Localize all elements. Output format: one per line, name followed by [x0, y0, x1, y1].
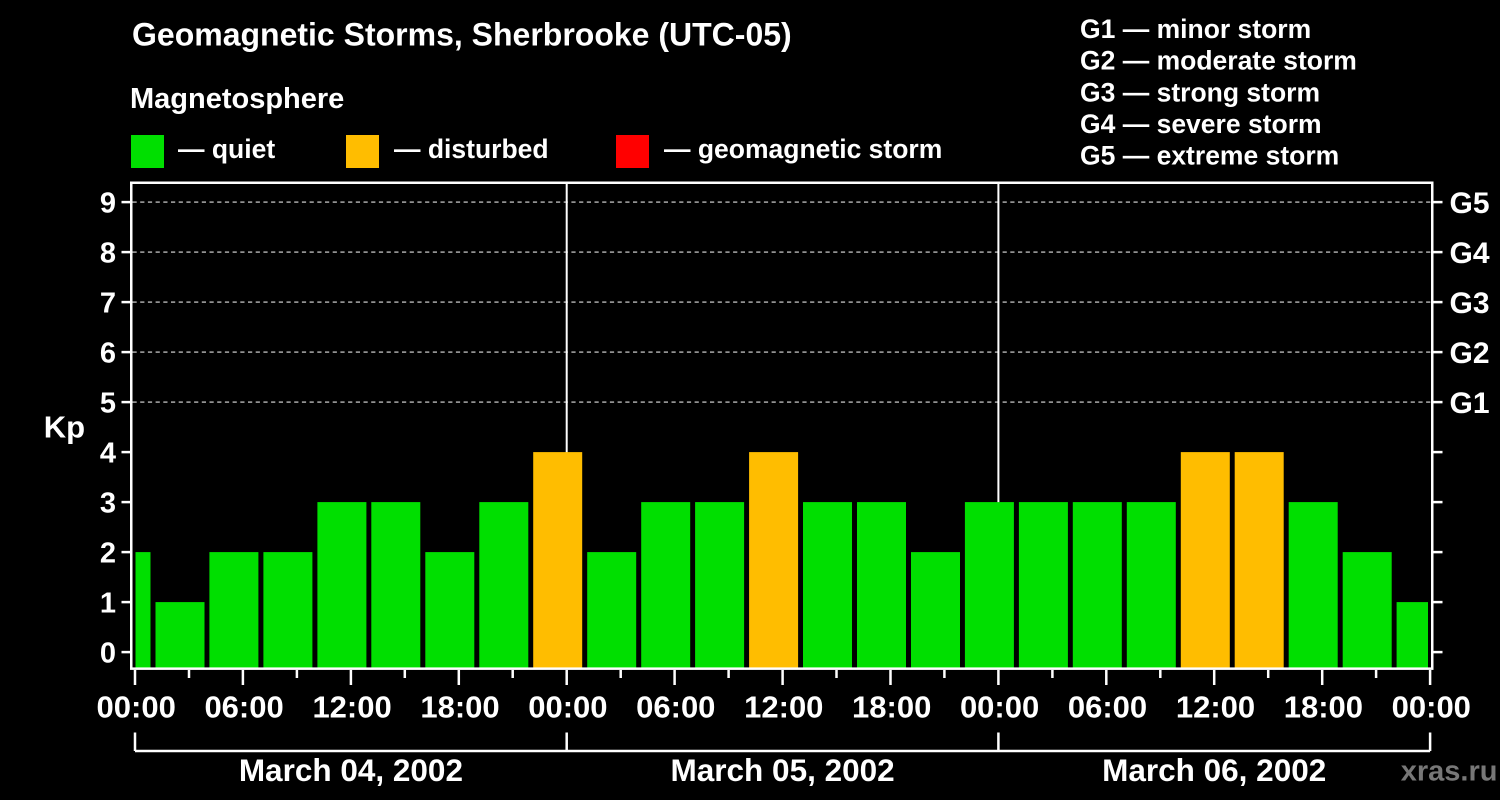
- svg-text:G5: G5: [1450, 187, 1490, 220]
- svg-text:— disturbed: — disturbed: [394, 134, 549, 164]
- svg-text:G5 — extreme storm: G5 — extreme storm: [1080, 141, 1339, 171]
- svg-text:06:00: 06:00: [636, 690, 715, 725]
- svg-text:00:00: 00:00: [528, 690, 607, 725]
- svg-text:March 05, 2002: March 05, 2002: [671, 752, 895, 788]
- svg-text:3: 3: [100, 487, 116, 519]
- svg-text:18:00: 18:00: [1284, 690, 1363, 725]
- svg-text:12:00: 12:00: [1176, 690, 1255, 725]
- svg-text:March 04, 2002: March 04, 2002: [239, 752, 463, 788]
- svg-text:8: 8: [100, 237, 116, 269]
- svg-text:Magnetosphere: Magnetosphere: [130, 83, 344, 115]
- svg-text:Geomagnetic Storms, Sherbrooke: Geomagnetic Storms, Sherbrooke (UTC-05): [132, 17, 792, 53]
- svg-text:7: 7: [100, 287, 116, 319]
- svg-text:06:00: 06:00: [1068, 690, 1147, 725]
- svg-text:00:00: 00:00: [97, 690, 176, 725]
- svg-text:xras.ru: xras.ru: [1401, 756, 1498, 788]
- svg-text:18:00: 18:00: [420, 690, 499, 725]
- svg-text:Kp: Kp: [44, 410, 85, 445]
- svg-text:2: 2: [100, 537, 116, 569]
- svg-text:5: 5: [100, 387, 116, 419]
- svg-text:March 06, 2002: March 06, 2002: [1102, 752, 1326, 788]
- svg-text:00:00: 00:00: [960, 690, 1039, 725]
- svg-text:— quiet: — quiet: [178, 134, 275, 164]
- svg-text:12:00: 12:00: [744, 690, 823, 725]
- svg-text:12:00: 12:00: [312, 690, 391, 725]
- svg-text:G4 — severe storm: G4 — severe storm: [1080, 109, 1322, 139]
- svg-text:G3 — strong storm: G3 — strong storm: [1080, 77, 1320, 107]
- svg-text:00:00: 00:00: [1392, 690, 1471, 725]
- svg-text:4: 4: [100, 437, 116, 469]
- svg-text:9: 9: [100, 187, 116, 219]
- svg-text:G2: G2: [1450, 337, 1490, 370]
- svg-text:6: 6: [100, 337, 116, 369]
- svg-text:0: 0: [100, 637, 116, 669]
- svg-text:G4: G4: [1450, 237, 1490, 270]
- svg-text:G1: G1: [1450, 387, 1490, 420]
- svg-text:— geomagnetic storm: — geomagnetic storm: [664, 134, 942, 164]
- svg-text:G2 — moderate storm: G2 — moderate storm: [1080, 46, 1357, 76]
- svg-text:G3: G3: [1450, 287, 1490, 320]
- svg-text:G1 — minor storm: G1 — minor storm: [1080, 14, 1311, 44]
- svg-text:1: 1: [100, 587, 116, 619]
- svg-text:18:00: 18:00: [852, 690, 931, 725]
- svg-text:06:00: 06:00: [204, 690, 283, 725]
